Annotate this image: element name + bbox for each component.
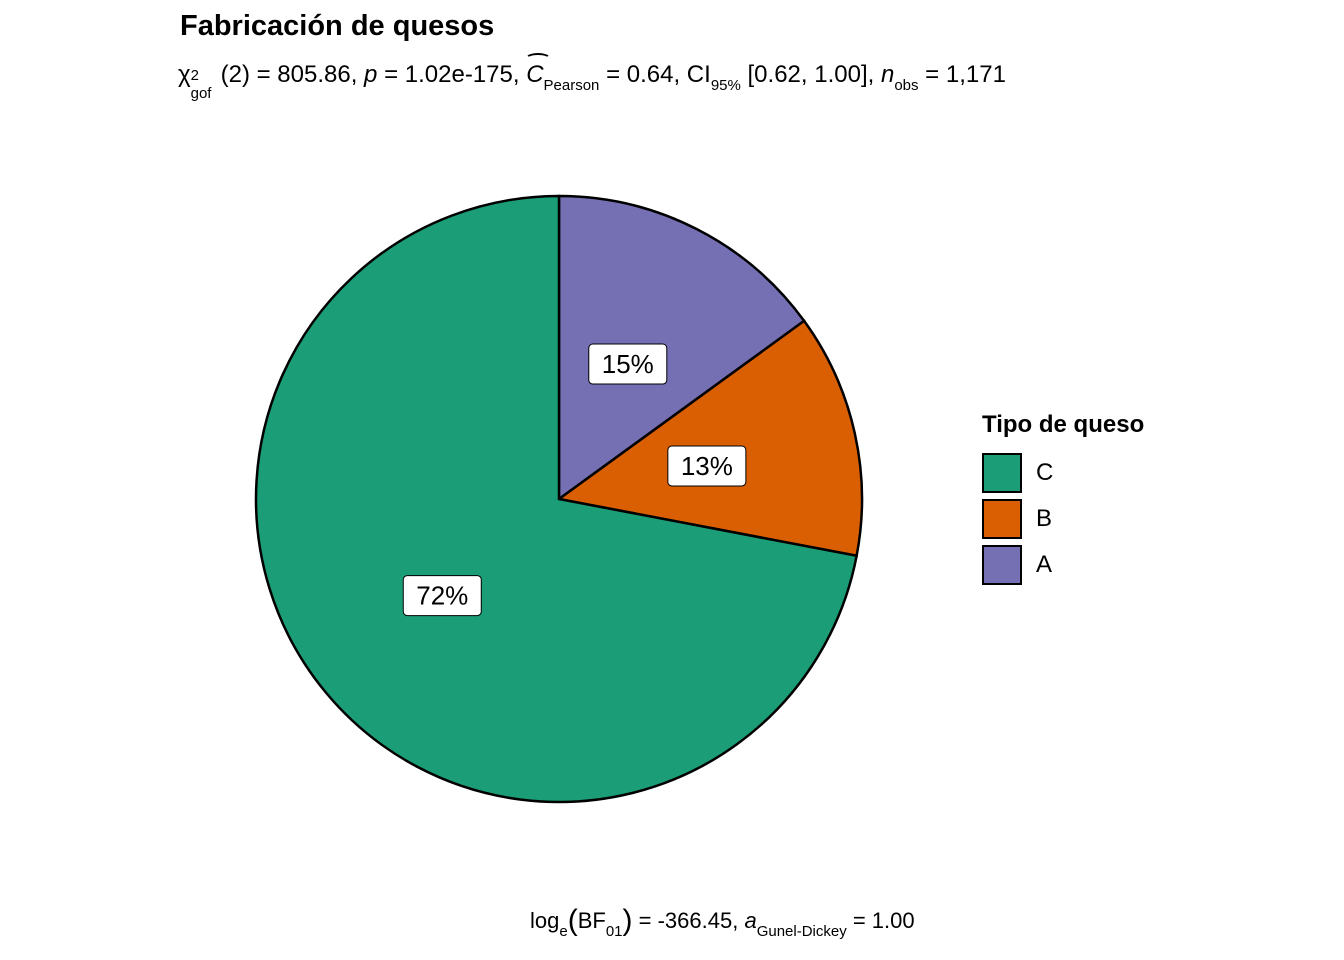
pie-slice-b [555,319,864,558]
legend-label: B [1036,505,1053,532]
chi-superscript: 2 [190,67,199,84]
chi-subscript: gof [190,85,212,102]
bf-subscript: 01 [605,923,623,940]
pie-slices [254,194,864,804]
bf-value: = -366.45, [632,908,745,933]
n-subscript: obs [894,77,919,94]
slice-label-box [402,575,482,617]
slice-label-a: 15% [588,343,668,385]
close-paren: ) [622,904,633,937]
slice-label-box [667,445,747,487]
slice-label-text: 13% [681,451,733,481]
a-symbol: a [744,908,757,933]
slice-label-text: 15% [602,349,654,379]
c-subscript: Pearson [543,77,600,94]
chi-value: (2) = 805.86, [220,61,365,88]
pie-labels: 15% 13% 72% [402,343,747,617]
legend-label: C [1036,459,1054,486]
chart-title: Fabricación de quesos [180,10,495,42]
legend-label: A [1036,551,1053,578]
c-symbol: C [525,53,552,88]
a-value: = 1.00 [846,908,915,933]
legend-title: Tipo de queso [982,411,1145,438]
chi-symbol: χ [178,61,191,88]
ci-value: [0.62, 1.00], [740,61,881,88]
pie-slice-a [557,194,806,502]
slice-label-c: 72% [402,575,482,617]
legend-item-b: B [982,497,1052,541]
bf-text: BF [577,908,606,933]
open-paren: ( [567,904,578,937]
c-value: = 0.64, CI [599,61,711,88]
chart-subtitle: χ 2 gof (2) = 805.86, p = 1.02e-175, CPears… [178,53,1006,102]
log-text: log [530,908,560,933]
slice-label-text: 72% [416,581,468,611]
ci-subscript: 95% [710,77,741,94]
log-subscript: e [559,923,568,940]
p-value: = 1.02e-175, [377,61,527,88]
legend-key-swatch [982,545,1022,585]
slice-label-box [588,343,668,385]
legend-key-swatch [982,499,1022,539]
legend-item-c: C [982,451,1053,495]
n-symbol: n [880,61,895,88]
legend-item-a: A [982,543,1052,587]
pie-slice-c [254,194,859,804]
n-value: = 1,171 [918,61,1006,88]
chart-caption: loge(BF01) = -366.45, aGunel-Dickey = 1.… [530,906,915,941]
p-symbol: p [364,61,378,88]
a-subscript: Gunel-Dickey [756,923,847,940]
slice-label-b: 13% [667,445,747,487]
legend-key-swatch [982,453,1022,493]
